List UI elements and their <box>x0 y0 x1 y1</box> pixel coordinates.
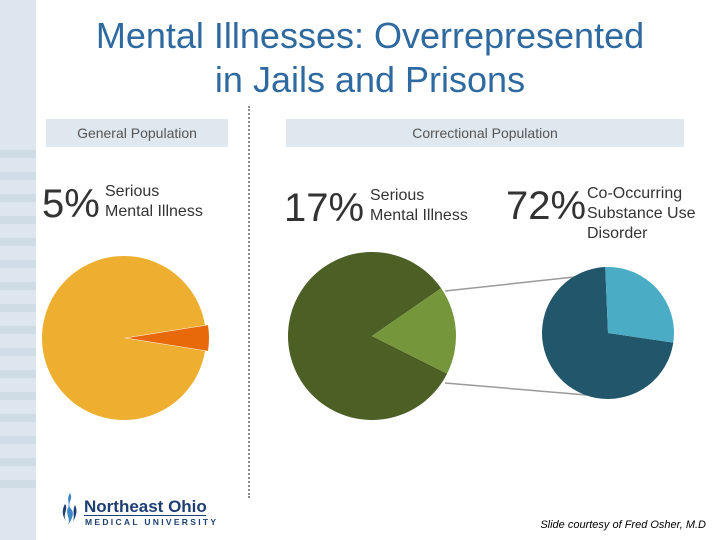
flame-logo-icon <box>62 493 77 525</box>
general-smi-desc-line-2: Mental Illness <box>105 203 203 220</box>
slide-title-line-2: in Jails and Prisons <box>214 59 526 100</box>
correctional-smi-description: Serious Mental Illness <box>370 186 468 226</box>
cooccurring-desc-line-3: Disorder <box>587 225 648 242</box>
general-smi-description: Serious Mental Illness <box>105 182 203 222</box>
correctional-smi-desc-line-2: Mental Illness <box>370 207 468 224</box>
connector-line-bottom <box>444 382 611 398</box>
correctional-population-pie <box>288 251 457 420</box>
slide-title: Mental Illnesses: Overrepresented in Jai… <box>40 14 700 102</box>
correctional-smi-desc-line-1: Serious <box>370 187 425 204</box>
general-smi-percent: 5% <box>42 182 100 226</box>
logo-subtitle: MEDICAL UNIVERSITY <box>85 517 219 527</box>
general-pie-slice-0 <box>42 256 205 420</box>
correctional-pie-slice-1 <box>372 288 457 374</box>
cooccurring-desc-line-1: Co-Occurring <box>587 185 683 202</box>
slide-credit: Slide courtesy of Fred Osher, M.D <box>540 519 706 531</box>
decorative-side-bar <box>0 0 36 540</box>
cooccurring-pie-slice-1 <box>605 267 675 343</box>
correctional-pie-slice-0 <box>288 251 448 420</box>
logo-rule <box>84 515 206 516</box>
correctional-smi-percent: 17% <box>284 186 365 230</box>
general-smi-desc-line-1: Serious <box>105 183 160 200</box>
cooccurring-description: Co-Occurring Substance Use Disorder <box>587 184 696 244</box>
cooccurring-pie <box>542 267 675 400</box>
general-population-label: General Population <box>46 119 228 147</box>
section-divider <box>248 106 250 498</box>
general-pie-slice-1 <box>127 325 209 351</box>
cooccurring-percent: 72% <box>506 184 587 228</box>
cooccurring-desc-line-2: Substance Use <box>587 205 696 222</box>
logo-title: Northeast Ohio <box>84 497 207 516</box>
slide-title-line-1: Mental Illnesses: Overrepresented <box>95 15 645 56</box>
cooccurring-pie-slice-0 <box>542 267 674 400</box>
general-population-pie <box>42 256 209 420</box>
correctional-population-label: Correctional Population <box>286 119 684 147</box>
